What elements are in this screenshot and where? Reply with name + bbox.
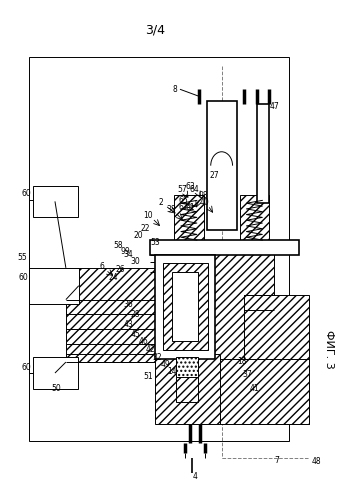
Text: 98: 98 [199, 191, 209, 200]
Text: 47: 47 [269, 102, 279, 111]
Bar [29, 268, 79, 303]
Text: 8: 8 [173, 85, 178, 94]
Text: 34: 34 [124, 250, 133, 259]
Text: 67: 67 [178, 203, 188, 212]
Text: 64: 64 [190, 185, 200, 194]
Text: 20: 20 [133, 231, 143, 240]
Text: 45: 45 [131, 330, 140, 339]
Text: 28: 28 [131, 310, 140, 319]
Text: 6: 6 [99, 262, 104, 271]
Text: 7: 7 [275, 456, 280, 465]
Text: 99: 99 [120, 248, 130, 256]
Bar [175, 247, 274, 366]
Text: 30: 30 [131, 257, 140, 266]
Text: 53: 53 [150, 238, 160, 247]
Bar [220, 359, 309, 424]
Text: 60: 60 [21, 363, 31, 372]
Text: 41: 41 [250, 384, 259, 393]
Text: 43: 43 [124, 320, 133, 329]
Text: 36: 36 [124, 300, 133, 309]
Bar [163, 263, 208, 350]
Bar [155, 354, 220, 424]
Text: 18: 18 [237, 357, 246, 366]
Bar [33, 357, 78, 389]
Text: 55: 55 [17, 253, 27, 262]
Text: 50: 50 [51, 384, 61, 393]
Text: 60: 60 [18, 273, 28, 282]
Text: 49: 49 [160, 360, 170, 369]
Text: 37: 37 [243, 370, 252, 379]
Text: 63: 63 [185, 182, 195, 191]
Bar [176, 377, 198, 402]
Text: 40: 40 [200, 198, 210, 207]
Bar [174, 196, 204, 245]
Text: 48: 48 [312, 457, 322, 466]
Bar [172, 272, 198, 341]
Text: 32: 32 [152, 353, 162, 362]
Text: 60: 60 [21, 189, 31, 198]
Bar [257, 104, 269, 204]
Text: 26: 26 [116, 265, 125, 274]
Text: 10: 10 [143, 211, 153, 220]
Bar [29, 56, 289, 442]
Text: 2: 2 [159, 198, 163, 207]
Text: ФИГ. 3: ФИГ. 3 [324, 330, 334, 369]
Text: 24: 24 [109, 273, 118, 282]
Text: 3/4: 3/4 [145, 23, 165, 36]
Text: 38: 38 [166, 205, 176, 214]
Text: 46: 46 [138, 337, 148, 346]
Text: 58: 58 [114, 241, 123, 250]
Text: 42: 42 [145, 345, 155, 354]
Bar [150, 240, 299, 255]
Bar [239, 196, 269, 245]
Text: 61: 61 [185, 203, 195, 212]
Text: 22: 22 [140, 224, 150, 233]
Text: 14: 14 [167, 367, 177, 376]
Text: 57: 57 [177, 185, 187, 194]
Bar [245, 294, 309, 424]
Bar [176, 357, 198, 377]
Bar [155, 255, 215, 359]
Bar [207, 101, 237, 230]
Text: 51: 51 [143, 372, 153, 382]
Bar [33, 186, 78, 217]
Bar [66, 268, 180, 362]
Text: 27: 27 [210, 171, 220, 180]
Text: 4: 4 [192, 472, 197, 481]
Text: 65: 65 [178, 196, 188, 205]
